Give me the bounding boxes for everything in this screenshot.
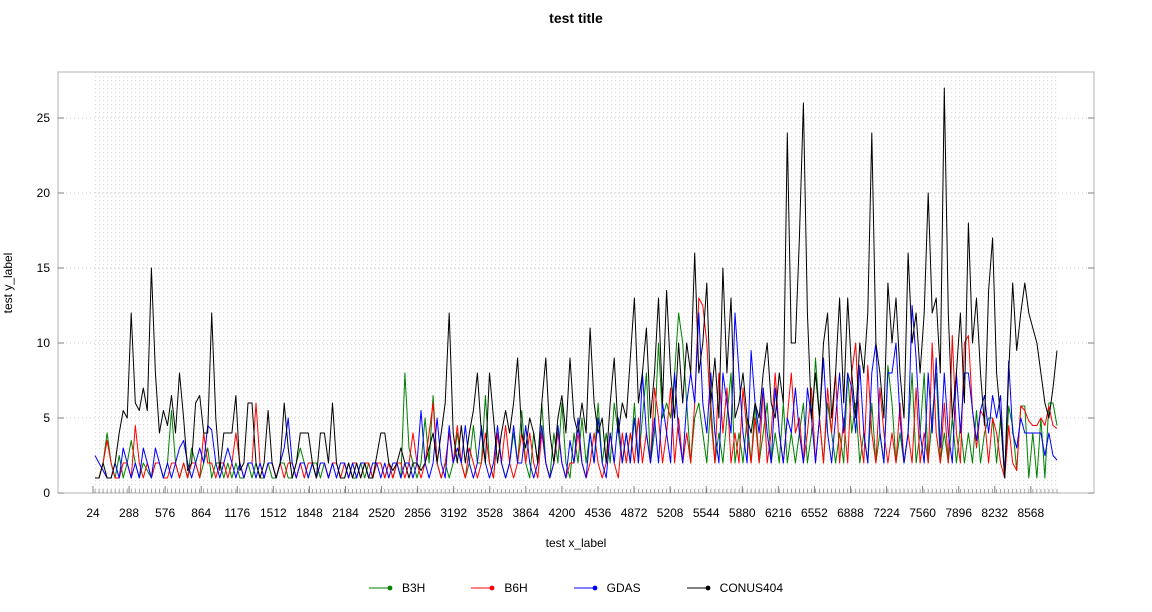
x-tick-label: 3192 bbox=[440, 506, 467, 520]
legend-item-gdas: GDAS bbox=[573, 581, 641, 595]
x-tick-label: 7560 bbox=[909, 506, 936, 520]
x-tick-label: 5880 bbox=[729, 506, 756, 520]
x-tick-label: 4536 bbox=[585, 506, 612, 520]
y-tick-label: 25 bbox=[37, 111, 51, 125]
x-tick-label: 6216 bbox=[765, 506, 792, 520]
legend-key-conus404 bbox=[686, 585, 711, 591]
x-tick-label: 1512 bbox=[260, 506, 287, 520]
legend-key-gdas bbox=[573, 585, 598, 591]
x-tick-label: 576 bbox=[155, 506, 175, 520]
x-tick-label: 3528 bbox=[476, 506, 503, 520]
x-tick-label: 6888 bbox=[837, 506, 864, 520]
legend-item-conus404: CONUS404 bbox=[686, 581, 784, 595]
y-tick-label: 10 bbox=[37, 336, 51, 350]
legend-label: GDAS bbox=[606, 581, 641, 595]
grid-dots bbox=[95, 72, 1057, 493]
x-tick-label: 6552 bbox=[801, 506, 828, 520]
legend-item-b6h: B6H bbox=[471, 581, 528, 595]
x-tick-label: 2184 bbox=[332, 506, 359, 520]
x-tick-label: 8232 bbox=[981, 506, 1008, 520]
x-tick-label: 24 bbox=[86, 506, 100, 520]
x-tick-label: 5208 bbox=[657, 506, 684, 520]
x-tick-label: 1176 bbox=[224, 506, 250, 520]
legend: B3H B6H GDAS CONUS404 bbox=[0, 581, 1152, 595]
x-tick-label: 8568 bbox=[1017, 506, 1044, 520]
x-tick-label: 4872 bbox=[621, 506, 648, 520]
x-tick-label: 4200 bbox=[549, 506, 576, 520]
x-tick-label: 5544 bbox=[693, 506, 720, 520]
x-tick-label: 1848 bbox=[296, 506, 323, 520]
legend-key-b3h bbox=[368, 585, 393, 591]
y-tick-label: 0 bbox=[43, 486, 50, 500]
series-gdas-line bbox=[94, 305, 1058, 479]
y-tick-label: 5 bbox=[43, 411, 50, 425]
chart-title: test title bbox=[549, 10, 603, 26]
y-tick-label: 20 bbox=[37, 186, 51, 200]
x-axis-label: test x_label bbox=[545, 536, 607, 550]
x-tick-label: 3864 bbox=[512, 506, 539, 520]
x-tick-label: 864 bbox=[191, 506, 211, 520]
legend-item-b3h: B3H bbox=[368, 581, 426, 595]
legend-label: B3H bbox=[401, 581, 426, 595]
y-axis-label: test y_label bbox=[1, 252, 15, 314]
x-tick-label: 7896 bbox=[945, 506, 972, 520]
x-tick-label: 7224 bbox=[873, 506, 900, 520]
legend-label: B6H bbox=[504, 581, 528, 595]
series-b6h-line bbox=[95, 297, 1058, 479]
plot-border bbox=[57, 71, 1095, 494]
x-tick-label: 288 bbox=[119, 506, 139, 520]
x-tick-label: 2520 bbox=[368, 506, 395, 520]
x-tick-label: 2856 bbox=[404, 506, 431, 520]
legend-key-b6h bbox=[471, 585, 495, 591]
series-conus404-line bbox=[95, 87, 1058, 479]
y-tick-label: 15 bbox=[37, 261, 51, 275]
legend-label: CONUS404 bbox=[719, 581, 784, 595]
